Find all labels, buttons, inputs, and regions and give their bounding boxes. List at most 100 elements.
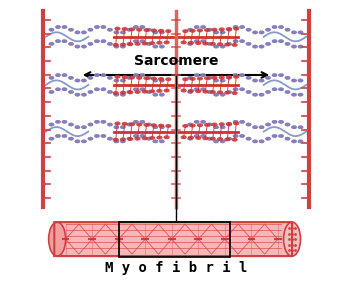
Ellipse shape: [143, 28, 150, 32]
Ellipse shape: [127, 76, 132, 80]
Ellipse shape: [107, 90, 113, 94]
Ellipse shape: [265, 76, 271, 80]
Ellipse shape: [120, 93, 126, 97]
Ellipse shape: [114, 79, 119, 82]
Ellipse shape: [272, 87, 277, 91]
Ellipse shape: [114, 140, 119, 143]
Ellipse shape: [187, 137, 193, 140]
Ellipse shape: [151, 29, 157, 33]
Ellipse shape: [200, 120, 206, 124]
Ellipse shape: [152, 93, 158, 97]
Ellipse shape: [213, 125, 219, 129]
Ellipse shape: [127, 28, 132, 31]
Ellipse shape: [194, 73, 200, 77]
Ellipse shape: [285, 123, 290, 126]
Ellipse shape: [272, 87, 277, 91]
Ellipse shape: [62, 73, 67, 77]
Ellipse shape: [139, 120, 145, 124]
Ellipse shape: [265, 42, 271, 46]
Ellipse shape: [246, 28, 251, 31]
Ellipse shape: [62, 87, 67, 91]
Ellipse shape: [187, 137, 193, 140]
Ellipse shape: [133, 120, 139, 124]
Ellipse shape: [75, 125, 80, 129]
Ellipse shape: [142, 42, 148, 46]
Ellipse shape: [278, 120, 284, 124]
Ellipse shape: [159, 45, 165, 48]
Ellipse shape: [107, 123, 113, 126]
Ellipse shape: [194, 73, 200, 77]
Ellipse shape: [143, 123, 150, 127]
Ellipse shape: [81, 79, 87, 82]
Ellipse shape: [217, 42, 223, 46]
Ellipse shape: [101, 39, 106, 43]
Ellipse shape: [158, 77, 164, 81]
Ellipse shape: [159, 45, 165, 48]
Ellipse shape: [246, 76, 251, 80]
Ellipse shape: [285, 76, 290, 80]
Ellipse shape: [94, 120, 100, 124]
Ellipse shape: [259, 140, 264, 143]
Ellipse shape: [133, 134, 139, 138]
Ellipse shape: [200, 39, 206, 43]
Ellipse shape: [265, 42, 271, 46]
Ellipse shape: [189, 29, 196, 33]
Ellipse shape: [55, 87, 61, 91]
Ellipse shape: [49, 28, 54, 31]
Ellipse shape: [194, 134, 200, 138]
Ellipse shape: [133, 25, 139, 29]
Ellipse shape: [114, 93, 119, 97]
Ellipse shape: [187, 42, 193, 46]
Ellipse shape: [75, 79, 80, 82]
Ellipse shape: [129, 122, 135, 126]
Ellipse shape: [120, 31, 126, 34]
Ellipse shape: [101, 134, 106, 138]
Ellipse shape: [252, 31, 258, 34]
Ellipse shape: [88, 137, 93, 140]
Ellipse shape: [291, 31, 297, 34]
Ellipse shape: [220, 31, 225, 34]
Ellipse shape: [94, 134, 100, 138]
Ellipse shape: [197, 77, 203, 81]
Ellipse shape: [68, 42, 74, 46]
Ellipse shape: [298, 45, 303, 48]
Ellipse shape: [182, 29, 188, 33]
Ellipse shape: [239, 134, 245, 138]
Ellipse shape: [81, 45, 87, 48]
Ellipse shape: [252, 140, 258, 143]
Ellipse shape: [285, 137, 290, 140]
Ellipse shape: [259, 140, 264, 143]
Ellipse shape: [139, 25, 145, 29]
Ellipse shape: [265, 76, 271, 80]
Ellipse shape: [224, 137, 231, 141]
Ellipse shape: [94, 87, 100, 91]
Ellipse shape: [239, 134, 245, 138]
Ellipse shape: [220, 125, 225, 129]
Ellipse shape: [200, 120, 206, 124]
Ellipse shape: [55, 39, 61, 43]
Ellipse shape: [88, 137, 93, 140]
Ellipse shape: [207, 123, 213, 126]
Ellipse shape: [207, 76, 213, 80]
Ellipse shape: [213, 79, 219, 82]
Ellipse shape: [107, 76, 113, 80]
Ellipse shape: [291, 79, 297, 82]
Ellipse shape: [75, 93, 80, 97]
Ellipse shape: [120, 42, 126, 46]
Ellipse shape: [75, 140, 80, 143]
Ellipse shape: [204, 28, 210, 32]
Ellipse shape: [272, 73, 277, 77]
Ellipse shape: [127, 137, 133, 141]
Ellipse shape: [120, 93, 126, 97]
Ellipse shape: [120, 140, 126, 143]
Ellipse shape: [127, 42, 132, 46]
Ellipse shape: [152, 79, 158, 82]
Ellipse shape: [252, 45, 258, 48]
Ellipse shape: [195, 136, 201, 140]
Ellipse shape: [226, 28, 232, 31]
Ellipse shape: [49, 42, 54, 46]
Ellipse shape: [94, 39, 100, 43]
Ellipse shape: [285, 123, 290, 126]
Ellipse shape: [120, 79, 126, 82]
Ellipse shape: [213, 125, 219, 129]
